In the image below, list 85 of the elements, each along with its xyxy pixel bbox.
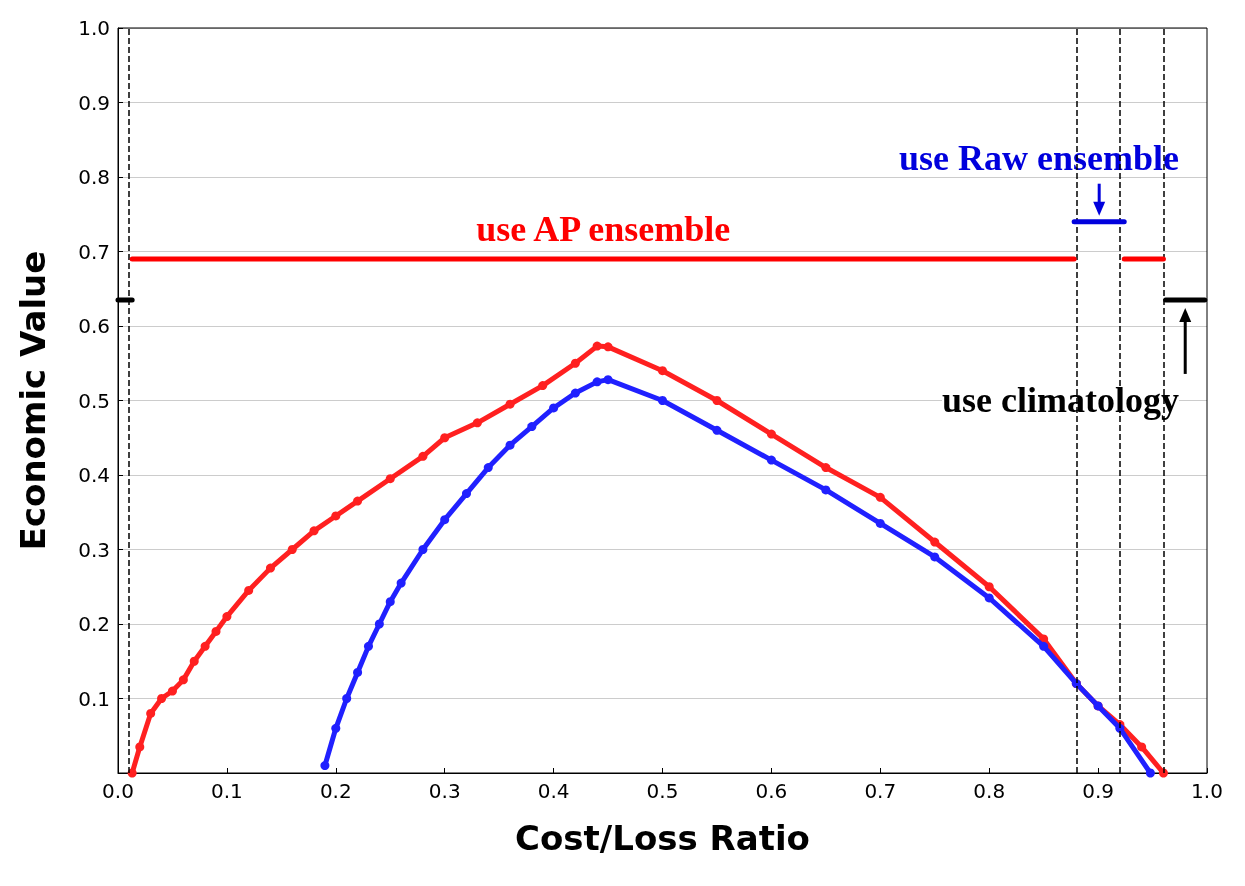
point xyxy=(592,377,602,387)
x-tick-label: 0.3 xyxy=(428,779,461,803)
point xyxy=(440,433,450,443)
point xyxy=(331,511,341,521)
point xyxy=(461,489,471,499)
point xyxy=(821,463,831,473)
point xyxy=(418,545,428,554)
point xyxy=(712,425,722,435)
point xyxy=(1145,768,1155,778)
point xyxy=(570,358,580,368)
point xyxy=(821,485,831,495)
point xyxy=(592,341,602,351)
y-tick-label: 0.4 xyxy=(78,463,110,487)
point xyxy=(157,694,167,703)
point xyxy=(189,656,199,666)
point xyxy=(178,675,188,685)
point xyxy=(353,496,363,506)
x-tick-label: 0.1 xyxy=(210,779,243,803)
point xyxy=(146,708,156,718)
annotation: use Raw ensemble xyxy=(899,137,1180,178)
x-tick-label: 0.6 xyxy=(755,779,788,803)
point xyxy=(766,455,776,465)
point xyxy=(483,463,493,473)
point xyxy=(570,388,580,398)
point xyxy=(538,381,548,391)
point xyxy=(342,694,352,703)
x-tick-label: 0.5 xyxy=(646,779,679,803)
x-tick-label: 0.4 xyxy=(537,779,570,803)
point xyxy=(265,563,275,573)
point xyxy=(930,537,940,547)
y-tick-label: 0.8 xyxy=(78,165,110,189)
x-tick-label: 0.2 xyxy=(319,779,352,803)
point xyxy=(385,474,395,484)
point xyxy=(527,422,537,432)
point xyxy=(984,593,994,603)
point xyxy=(211,626,221,636)
x-tick-label: 0.8 xyxy=(973,779,1006,803)
x-tick-label: 0.0 xyxy=(102,779,134,803)
annotation: use AP ensemble xyxy=(476,208,731,249)
point xyxy=(1137,742,1147,752)
point xyxy=(712,396,722,405)
point xyxy=(658,396,667,405)
point xyxy=(505,440,515,450)
x-tick-label: 0.7 xyxy=(864,779,897,803)
y-tick-label: 0.9 xyxy=(78,90,110,115)
point xyxy=(505,399,515,409)
point xyxy=(766,429,776,439)
point xyxy=(603,342,613,352)
point xyxy=(244,585,254,595)
point xyxy=(374,619,384,629)
point xyxy=(222,612,232,622)
y-axis-title: Economic Value xyxy=(13,250,53,551)
y-tick-label: 0.7 xyxy=(78,239,110,264)
y-tick-label: 0.3 xyxy=(78,537,110,562)
y-tick-label: 0.1 xyxy=(78,686,110,711)
point xyxy=(1039,641,1049,651)
y-tick-label: 0.2 xyxy=(78,612,110,636)
x-axis-title: Cost/Loss Ratio xyxy=(515,818,810,858)
point xyxy=(440,515,450,525)
y-tick-label: 0.5 xyxy=(78,388,110,413)
point xyxy=(200,641,210,651)
annotation: use climatology xyxy=(942,379,1179,420)
point xyxy=(287,545,297,554)
point xyxy=(396,578,406,588)
point xyxy=(320,761,330,771)
point xyxy=(549,403,559,413)
point xyxy=(167,686,177,696)
point xyxy=(472,418,482,428)
x-tick-label: 0.9 xyxy=(1082,779,1115,803)
point xyxy=(385,597,395,607)
x-tick-label: 1.0 xyxy=(1191,779,1223,803)
point xyxy=(363,641,373,651)
point xyxy=(984,582,994,592)
point xyxy=(353,667,363,677)
point xyxy=(135,742,145,752)
point xyxy=(603,375,613,385)
point xyxy=(930,552,940,562)
point xyxy=(309,526,319,536)
point xyxy=(418,451,428,461)
y-tick-label: 0.6 xyxy=(78,314,110,338)
point xyxy=(875,492,885,502)
point xyxy=(331,723,341,733)
y-tick-label: 1.0 xyxy=(78,16,110,40)
point xyxy=(658,366,667,376)
point xyxy=(875,518,885,528)
